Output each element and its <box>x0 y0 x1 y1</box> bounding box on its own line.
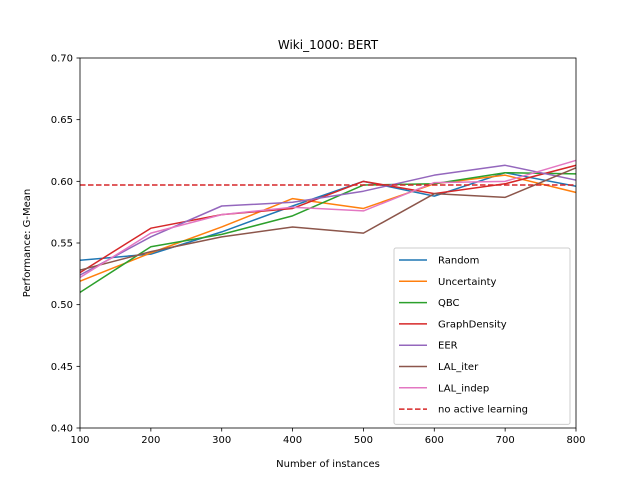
legend: Random Uncertainty QBC GraphDensity EER LAL_i… <box>393 247 571 425</box>
x-tick-label: 100 <box>70 435 89 446</box>
x-axis-label: Number of instances <box>276 459 380 470</box>
x-tick-label: 800 <box>566 435 585 446</box>
y-tick-label: 0.40 <box>51 424 73 435</box>
y-tick-label: 0.55 <box>51 239 73 250</box>
y-tick-label: 0.45 <box>51 362 73 373</box>
y-tick-label: 0.65 <box>51 115 73 126</box>
x-tick-label: 400 <box>283 435 302 446</box>
x-tick-label: 700 <box>496 435 515 446</box>
series-line-lal-indep <box>80 159 576 279</box>
legend-label-no-active-learning: no active learning <box>438 405 528 416</box>
legend-label-lal-indep: LAL_indep <box>438 383 489 394</box>
legend-label-uncertainty: Uncertainty <box>438 277 497 288</box>
series-line-lal-iter <box>80 166 576 271</box>
legend-label-graphdensity: GraphDensity <box>438 319 507 330</box>
chart-title: Wiki_1000: BERT <box>278 38 379 52</box>
y-tick-label: 0.60 <box>51 177 73 188</box>
legend-label-qbc: QBC <box>438 298 460 309</box>
y-axis-label: Performance: G-Mean <box>22 189 33 298</box>
legend-label-eer: EER <box>438 341 458 352</box>
x-tick-label: 500 <box>354 435 373 446</box>
series-line-qbc <box>80 171 576 294</box>
legend-label-random: Random <box>438 256 479 267</box>
x-tick-label: 200 <box>141 435 160 446</box>
y-tick-label: 0.70 <box>51 54 73 65</box>
series-lines <box>80 159 576 294</box>
x-tick-label: 600 <box>425 435 444 446</box>
x-tick-label: 300 <box>212 435 231 446</box>
plot-area: 100 200 300 400 500 600 700 800 0.40 0.45 0.50 0.55… <box>51 54 586 447</box>
legend-label-lal-iter: LAL_iter <box>438 362 479 373</box>
legend-box <box>393 247 571 425</box>
y-tick-label: 0.50 <box>51 300 73 311</box>
series-line-eer <box>80 164 576 276</box>
